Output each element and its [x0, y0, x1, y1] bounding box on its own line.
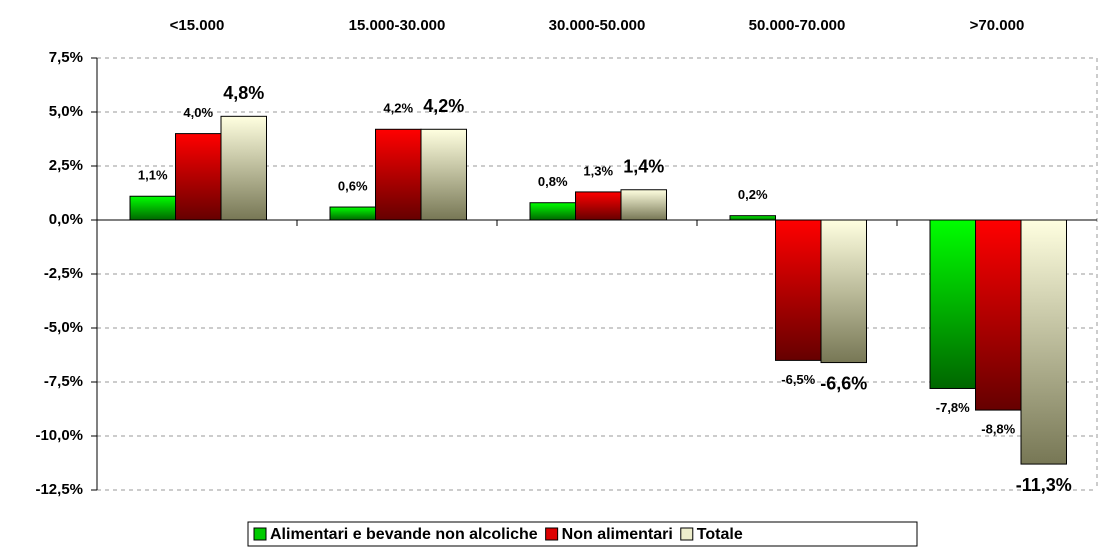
legend-swatch	[545, 527, 559, 541]
legend-label: Non alimentari	[562, 526, 673, 543]
value-label: 4,8%	[223, 83, 264, 103]
bar	[820, 219, 867, 364]
legend-swatch	[253, 527, 267, 541]
category-label: <15.000	[170, 17, 225, 34]
bar	[175, 133, 222, 221]
category-label: 50.000-70.000	[749, 17, 846, 34]
y-tick-label: 5,0%	[49, 103, 83, 120]
value-label: 0,6%	[338, 178, 368, 193]
y-tick-label: 7,5%	[49, 49, 83, 66]
bar	[375, 128, 422, 221]
value-label: 0,2%	[738, 187, 768, 202]
value-label: -7,8%	[936, 400, 970, 415]
y-tick-label: -10,0%	[35, 427, 83, 444]
legend-label: Totale	[697, 526, 743, 543]
value-label: 1,1%	[138, 168, 168, 183]
bar	[220, 115, 267, 221]
value-label: -6,6%	[820, 373, 867, 393]
bar	[775, 219, 822, 361]
bar	[575, 191, 622, 221]
y-tick-label: 2,5%	[49, 157, 83, 174]
value-label: 1,3%	[583, 163, 613, 178]
value-label: 0,8%	[538, 174, 568, 189]
bar	[929, 219, 976, 389]
bar	[1020, 219, 1067, 465]
value-label: -8,8%	[981, 422, 1015, 437]
bar	[129, 195, 176, 221]
category-label: 30.000-50.000	[549, 17, 646, 34]
value-label: 4,2%	[383, 101, 413, 116]
y-tick-label: -2,5%	[44, 265, 83, 282]
bar	[729, 215, 776, 221]
bar	[975, 219, 1022, 411]
bar	[620, 189, 667, 221]
value-label: -6,5%	[781, 372, 815, 387]
y-tick-label: -7,5%	[44, 373, 83, 390]
value-label: -11,3%	[1016, 475, 1072, 495]
y-tick-label: -5,0%	[44, 319, 83, 336]
bar	[529, 202, 576, 221]
value-label: 4,2%	[423, 96, 464, 116]
bar	[420, 128, 467, 221]
bar	[329, 206, 376, 221]
legend-swatch	[680, 527, 694, 541]
y-tick-label: 0,0%	[49, 211, 83, 228]
value-label: 1,4%	[623, 157, 664, 177]
legend-label: Alimentari e bevande non alcoliche	[270, 526, 538, 543]
value-label: 4,0%	[183, 105, 213, 120]
category-label: 15.000-30.000	[349, 17, 446, 34]
category-label: >70.000	[970, 17, 1025, 34]
legend-box	[247, 521, 918, 547]
y-tick-label: -12,5%	[35, 481, 83, 498]
